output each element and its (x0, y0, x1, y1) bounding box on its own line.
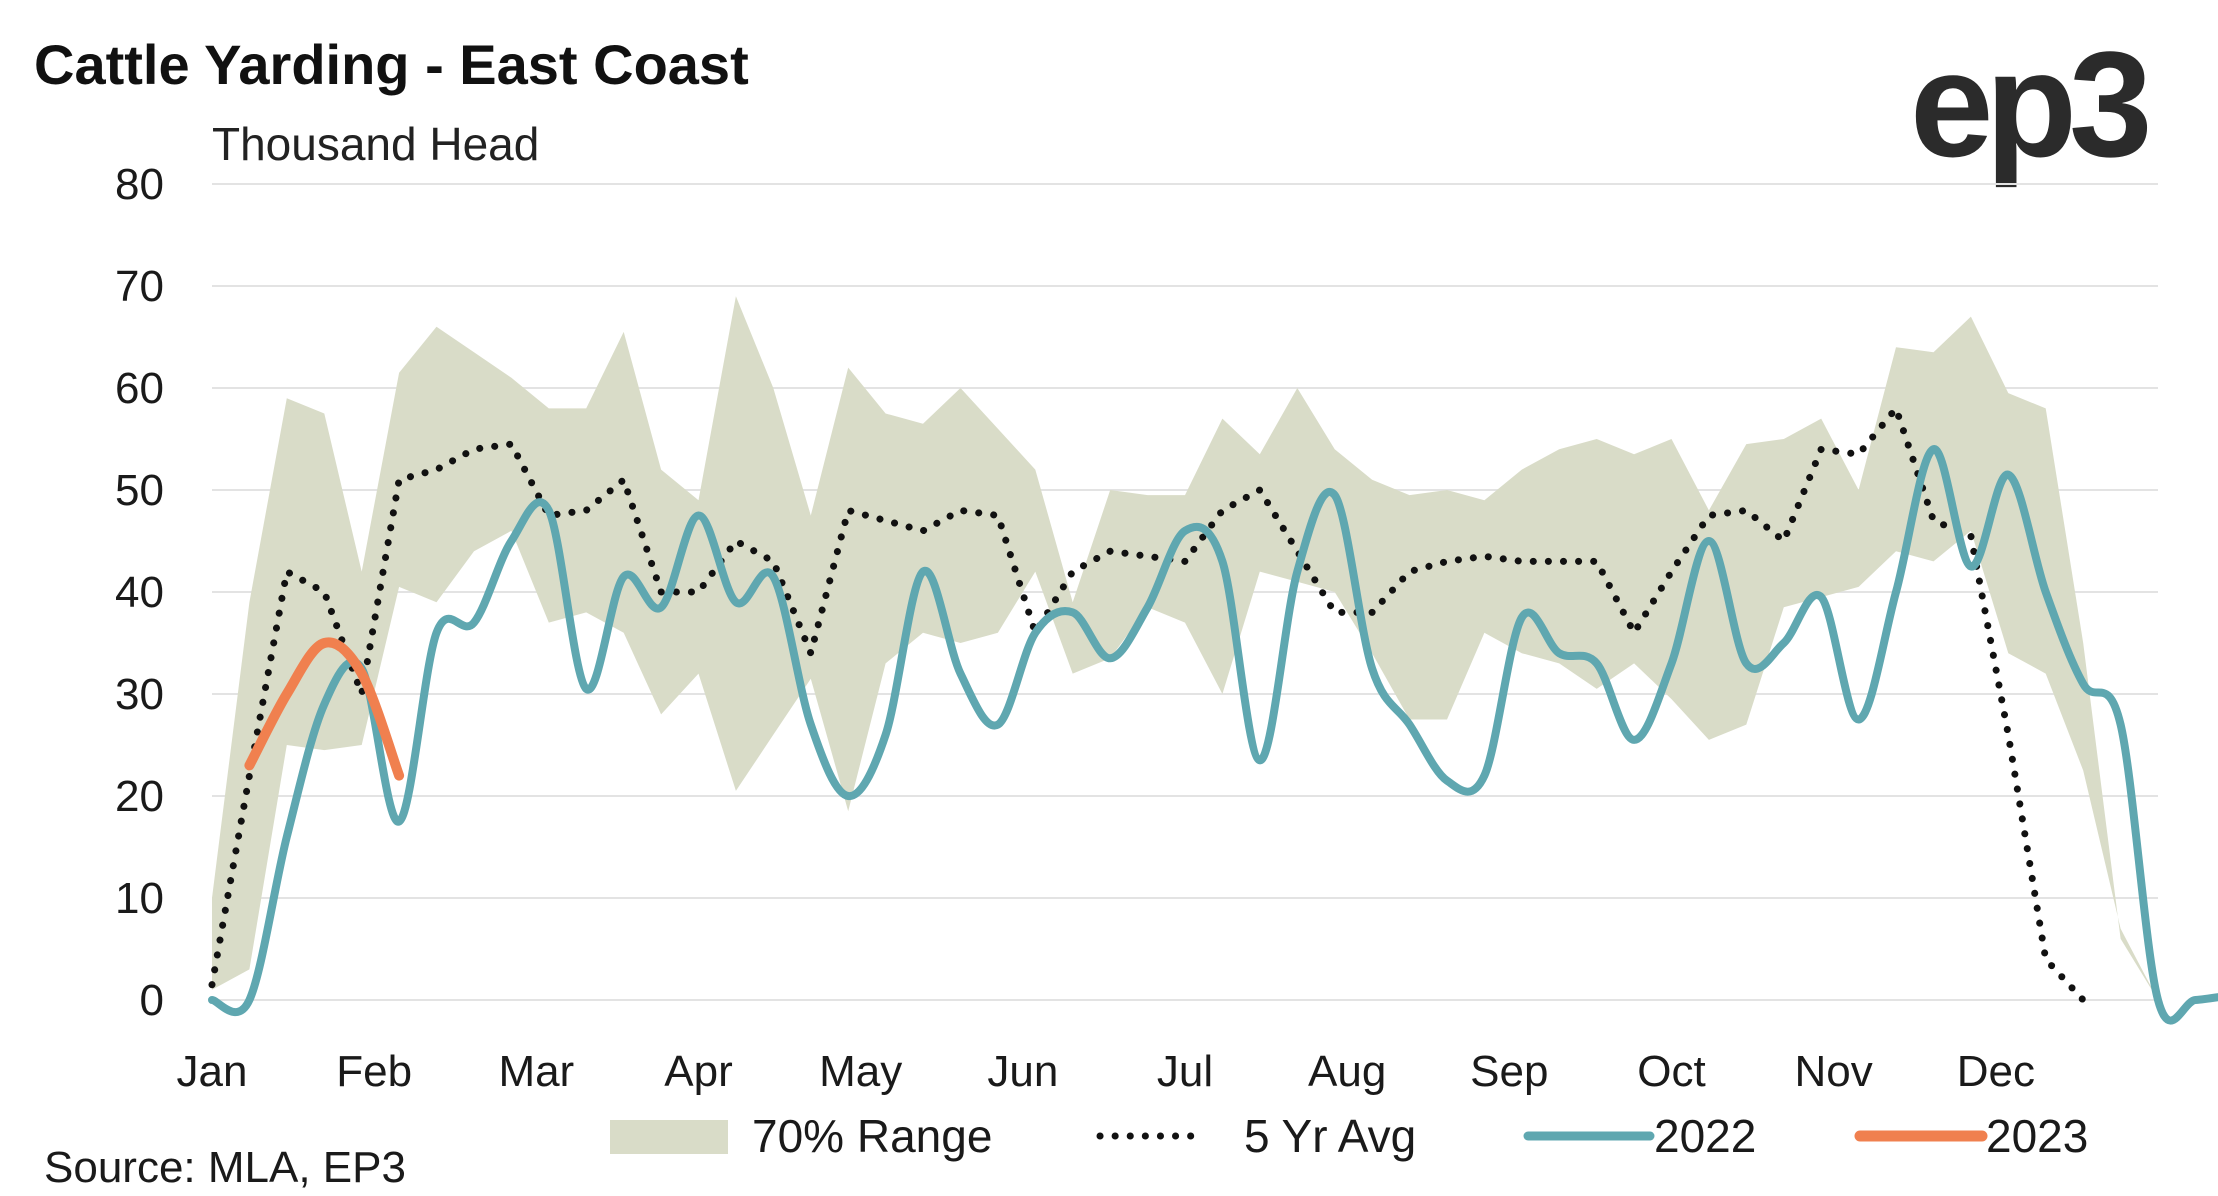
y-tick-label: 30 (115, 670, 164, 719)
x-tick-label: Nov (1795, 1047, 1873, 1096)
legend: 70% Range 5 Yr Avg 2022 2023 (610, 1110, 2088, 1162)
chart-title: Cattle Yarding - East Coast (34, 33, 749, 96)
x-tick-label: Jun (987, 1047, 1058, 1096)
x-tick-label: Jan (177, 1047, 248, 1096)
y-tick-label: 60 (115, 364, 164, 413)
series-5yr-avg-line (208, 404, 2087, 1004)
y-tick-label: 80 (115, 160, 164, 209)
source-note: Source: MLA, EP3 (44, 1143, 406, 1192)
x-tick-label: Apr (664, 1047, 732, 1096)
plot-area (208, 296, 2218, 1025)
x-tick-label: Feb (336, 1047, 412, 1096)
x-axis-ticks: Jan Feb Mar Apr May Jun Jul Aug Sep Oct Nov Dec (177, 1047, 2035, 1096)
x-tick-label: May (819, 1047, 902, 1096)
x-tick-label: Dec (1957, 1047, 2035, 1096)
x-tick-label: Sep (1470, 1047, 1548, 1096)
legend-label-5yr-avg: 5 Yr Avg (1244, 1110, 1416, 1162)
legend-label-2022: 2022 (1654, 1110, 1756, 1162)
legend-label-2023: 2023 (1986, 1110, 2088, 1162)
legend-swatch-70pct-range (610, 1120, 728, 1154)
y-tick-label: 10 (115, 874, 164, 923)
x-tick-label: Oct (1637, 1047, 1705, 1096)
y-tick-label: 50 (115, 466, 164, 515)
y-tick-label: 40 (115, 568, 164, 617)
y-tick-label: 20 (115, 772, 164, 821)
legend-label-70pct-range: 70% Range (752, 1110, 992, 1162)
series-70pct-range-band (212, 296, 2158, 1000)
x-tick-label: Mar (498, 1047, 574, 1096)
y-axis-ticks: 0 10 20 30 40 50 60 70 80 (115, 160, 164, 1025)
y-tick-label: 0 (140, 976, 164, 1025)
y-tick-label: 70 (115, 262, 164, 311)
ep3-logo: ep3 (1910, 20, 2147, 188)
series-2022-line (208, 445, 2218, 1025)
y-axis-label: Thousand Head (212, 118, 539, 170)
x-tick-label: Aug (1308, 1047, 1386, 1096)
x-tick-label: Jul (1157, 1047, 1213, 1096)
series-2023-line (244, 637, 405, 781)
